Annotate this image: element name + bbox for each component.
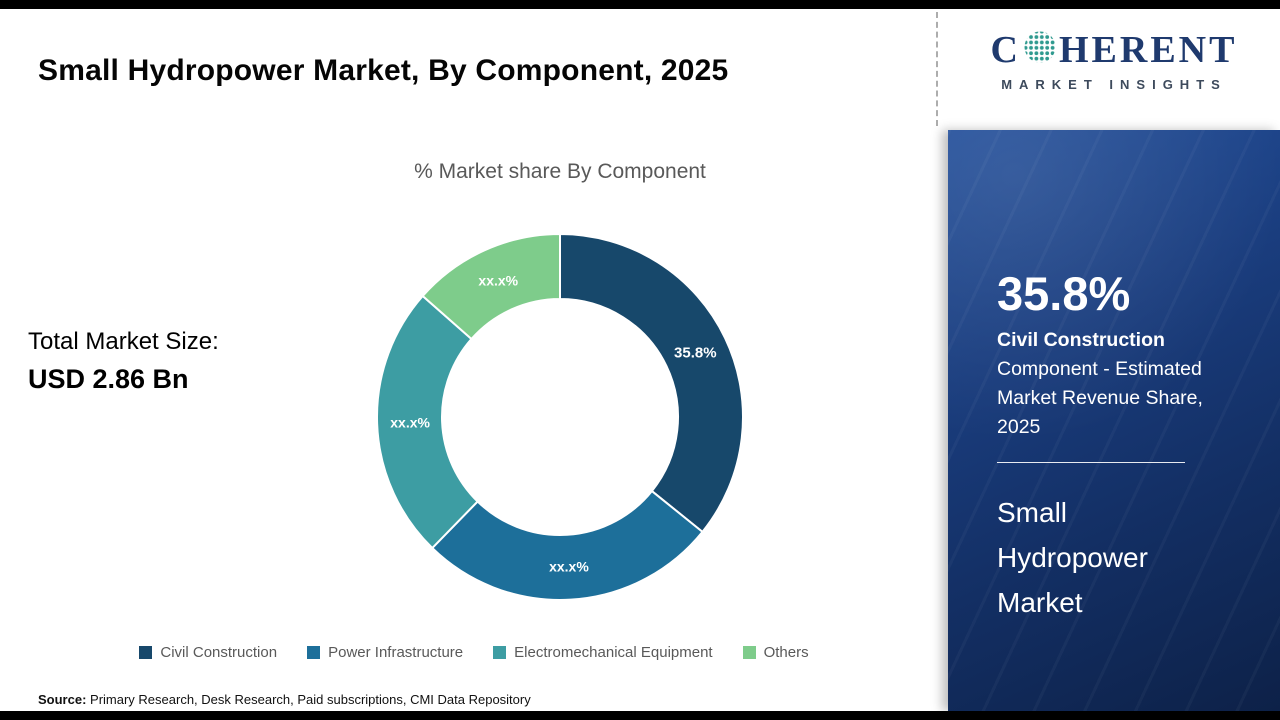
source-text: Primary Research, Desk Research, Paid su… [86, 692, 531, 707]
market-name: Small Hydropower Market [997, 497, 1148, 618]
chart-title: % Market share By Component [414, 160, 706, 183]
legend-label: Civil Construction [160, 644, 278, 661]
page-title: Small Hydropower Market, By Component, 2… [38, 54, 729, 88]
donut-segment-label-3: xx.x% [478, 272, 518, 288]
legend-swatch-icon [742, 646, 756, 659]
top-black-bar [0, 0, 1280, 9]
dashed-separator [936, 12, 938, 126]
legend-item-1: Power Infrastructure [307, 644, 463, 661]
brand-letter-c: C [990, 29, 1021, 71]
brand-subtitle: MARKET INSIGHTS [1001, 77, 1227, 92]
donut-segment-2 [376, 294, 480, 550]
divider-line [997, 462, 1185, 463]
highlight-stat-bold: Civil Construction [997, 329, 1165, 351]
brand-wordmark: C HERENT [948, 29, 1280, 71]
legend-item-3: Others [742, 644, 809, 661]
total-market-value: USD 2.86 Bn [28, 364, 189, 394]
total-market-label: Total Market Size: [28, 328, 219, 355]
legend-label: Power Infrastructure [328, 644, 464, 661]
donut-segment-label-1: xx.x% [549, 559, 589, 575]
donut-chart-svg: 35.8% xx.x% xx.x% xx.x% [376, 232, 744, 601]
total-market-block: Total Market Size: USD 2.86 Bn [28, 328, 219, 395]
highlight-stat-description: Civil Construction Component - Estimated… [997, 326, 1235, 442]
source-line: Source: Primary Research, Desk Research,… [38, 692, 531, 707]
source-label: Source: [38, 692, 87, 707]
donut-segment-label-0: 35.8% [674, 344, 717, 361]
bottom-black-bar [0, 711, 1280, 720]
legend-label: Electromechanical Equipment [514, 644, 713, 661]
donut-chart: 35.8% xx.x% xx.x% xx.x% [340, 197, 780, 637]
brand-logo: C HERENT MARKET INSIGHTS [948, 9, 1280, 130]
globe-dots-icon [1023, 29, 1057, 71]
legend-swatch-icon [307, 646, 321, 659]
highlight-stat-value: 35.8% [997, 267, 1131, 320]
brand-letters-rest: HERENT [1058, 29, 1238, 71]
sidebar-panel: 35.8% Civil Construction Component - Est… [948, 130, 1280, 711]
legend-item-0: Civil Construction [139, 644, 277, 661]
highlight-stat-rest: Component - Estimated Market Revenue Sha… [997, 358, 1203, 438]
donut-segment-label-2: xx.x% [390, 415, 430, 431]
donut-segment-3 [421, 232, 561, 341]
donut-segment-1 [430, 489, 704, 601]
legend-item-2: Electromechanical Equipment [493, 644, 713, 661]
chart-legend: Civil Construction Power Infrastructure El… [0, 644, 948, 661]
legend-label: Others [763, 644, 809, 661]
donut-segment-0 [559, 232, 744, 534]
legend-swatch-icon [493, 646, 507, 659]
legend-swatch-icon [139, 646, 153, 659]
sidebar: C HERENT MARKET INSIGHTS 35.8% [948, 9, 1280, 711]
